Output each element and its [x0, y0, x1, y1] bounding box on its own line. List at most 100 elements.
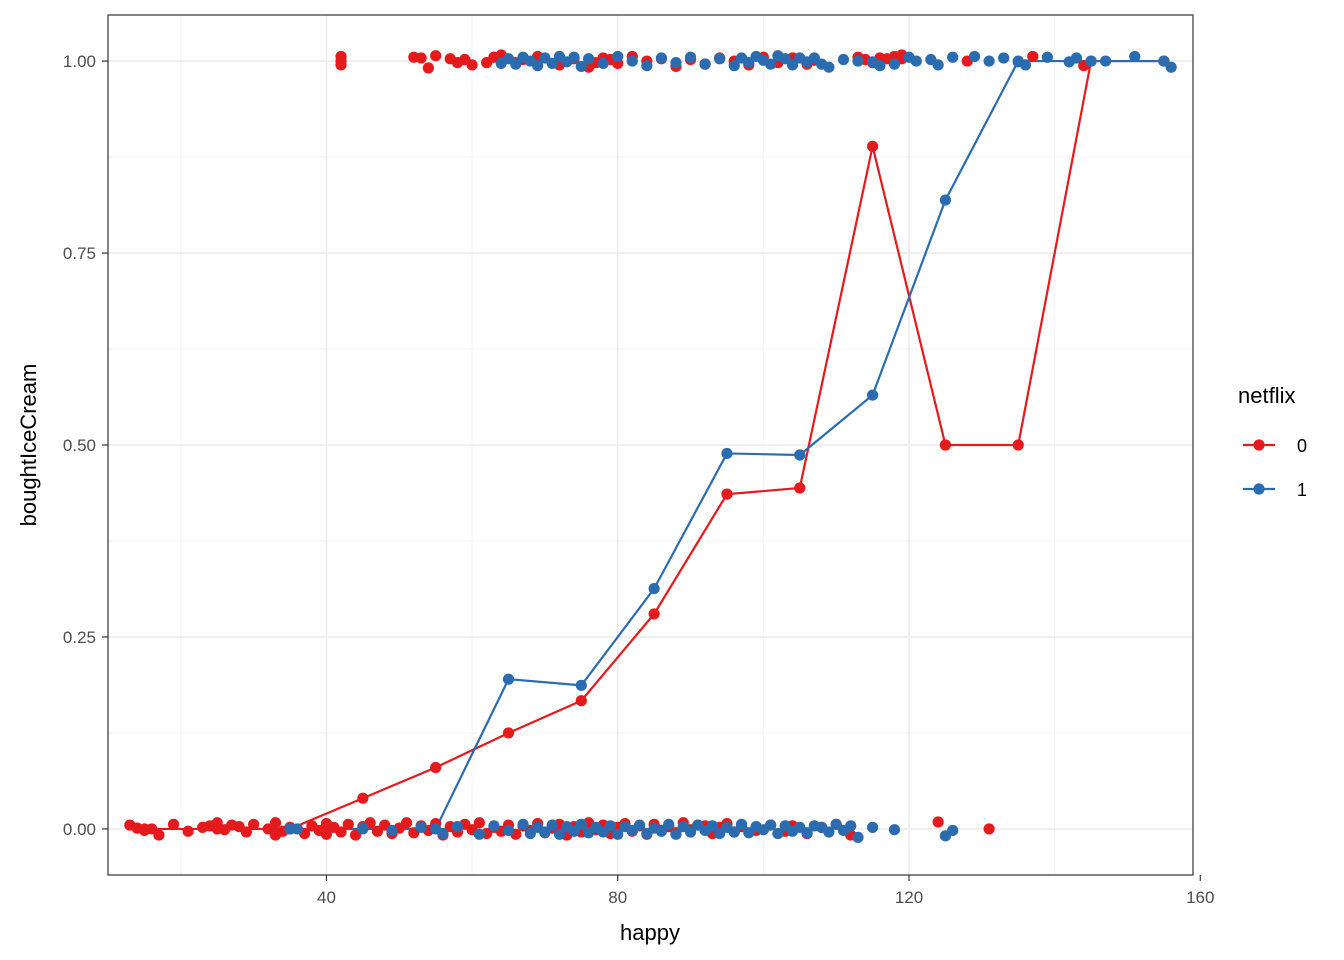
data-point-netflix-1 — [502, 824, 515, 837]
data-point-netflix-1 — [532, 60, 544, 72]
data-point-netflix-1 — [801, 827, 813, 839]
data-point-netflix-1 — [510, 58, 522, 70]
y-axis-title: boughtIceCream — [16, 364, 41, 527]
y-tick-label: 0.00 — [63, 820, 96, 839]
data-point-netflix-0 — [182, 825, 194, 837]
data-point-netflix-1 — [663, 818, 675, 830]
summary-point-netflix-1 — [794, 449, 806, 461]
data-point-netflix-1 — [553, 828, 566, 840]
data-point-netflix-1 — [546, 819, 558, 831]
data-point-netflix-0 — [932, 816, 944, 828]
data-point-netflix-1 — [568, 51, 580, 63]
data-point-netflix-1 — [765, 58, 777, 70]
data-point-netflix-1 — [473, 828, 485, 840]
summary-point-netflix-0 — [721, 488, 733, 500]
data-point-netflix-1 — [1070, 52, 1083, 64]
data-point-netflix-1 — [568, 825, 580, 837]
data-point-netflix-1 — [983, 55, 995, 67]
y-tick-label: 0.25 — [63, 628, 96, 647]
data-point-netflix-0 — [400, 817, 413, 829]
data-point-netflix-1 — [874, 60, 886, 72]
legend-key-point — [1253, 483, 1265, 495]
summary-point-netflix-1 — [1012, 55, 1024, 67]
data-point-netflix-1 — [539, 826, 551, 838]
data-point-netflix-1 — [575, 818, 587, 830]
y-axis: 0.00 0.25 0.50 0.75 1.00 — [63, 52, 108, 839]
x-axis: 40 80 120 160 — [317, 875, 1214, 907]
summary-point-netflix-1 — [430, 823, 442, 835]
summary-point-netflix-0 — [866, 140, 879, 152]
data-point-netflix-1 — [575, 60, 587, 73]
summary-point-netflix-0 — [357, 792, 369, 804]
data-point-netflix-1 — [1041, 51, 1053, 63]
data-point-netflix-1 — [546, 57, 558, 69]
data-point-netflix-0 — [415, 52, 427, 64]
grid-minor — [108, 15, 1193, 875]
data-point-netflix-1 — [852, 55, 864, 67]
summary-point-netflix-1 — [1085, 55, 1097, 67]
data-point-netflix-1 — [684, 826, 697, 838]
legend-label: 0 — [1297, 436, 1307, 456]
summary-point-netflix-0 — [430, 761, 442, 774]
y-tick-label: 1.00 — [63, 52, 96, 71]
summary-point-netflix-1 — [866, 389, 879, 401]
data-point-netflix-0 — [1027, 50, 1039, 63]
data-point-netflix-1 — [823, 61, 835, 73]
data-point-netflix-1 — [641, 60, 653, 72]
data-point-netflix-0 — [335, 826, 347, 838]
data-point-netflix-1 — [866, 821, 879, 833]
summary-point-netflix-1 — [284, 823, 296, 835]
data-point-netflix-1 — [633, 819, 646, 831]
data-point-netflix-0 — [240, 826, 252, 838]
series-points — [124, 49, 1177, 843]
data-point-netflix-1 — [910, 55, 922, 67]
data-point-netflix-1 — [845, 820, 857, 832]
data-point-netflix-1 — [517, 818, 529, 830]
data-point-netflix-1 — [655, 825, 668, 837]
data-point-netflix-1 — [998, 52, 1010, 64]
data-point-netflix-0 — [466, 59, 478, 71]
summary-point-netflix-0 — [939, 439, 952, 451]
data-point-netflix-1 — [852, 831, 864, 843]
summary-point-netflix-1 — [721, 447, 733, 460]
summary-point-netflix-1 — [939, 194, 952, 206]
summary-point-netflix-1 — [1158, 55, 1170, 67]
data-point-netflix-1 — [488, 820, 500, 832]
data-point-netflix-1 — [415, 821, 427, 833]
x-tick-label: 80 — [608, 888, 627, 907]
x-axis-title: happy — [620, 920, 680, 945]
data-point-netflix-1 — [1100, 55, 1112, 67]
data-point-netflix-1 — [932, 59, 944, 71]
legend-key-point — [1253, 439, 1265, 451]
legend-items: 01 — [1243, 436, 1307, 500]
legend-title: netflix — [1238, 383, 1295, 408]
data-point-netflix-0 — [335, 59, 347, 71]
data-point-netflix-0 — [430, 50, 442, 62]
data-point-netflix-1 — [888, 58, 901, 70]
x-tick-label: 120 — [895, 888, 923, 907]
data-point-netflix-1 — [947, 51, 959, 63]
data-point-netflix-1 — [597, 57, 609, 69]
data-point-netflix-1 — [728, 60, 740, 72]
grid-major — [108, 15, 1193, 875]
data-point-netflix-1 — [386, 824, 398, 837]
data-point-netflix-0 — [983, 823, 995, 835]
x-tick-label: 160 — [1186, 888, 1214, 907]
summary-point-netflix-0 — [575, 695, 587, 707]
summary-point-netflix-0 — [1012, 439, 1024, 451]
data-point-netflix-1 — [837, 53, 850, 66]
y-tick-label: 0.75 — [63, 244, 96, 263]
data-point-netflix-0 — [320, 828, 333, 840]
legend: netflix 01 — [1238, 383, 1307, 500]
data-point-netflix-0 — [342, 818, 354, 830]
data-point-netflix-0 — [167, 818, 180, 830]
legend-label: 1 — [1297, 480, 1307, 500]
x-tick-label: 40 — [317, 888, 336, 907]
data-point-netflix-1 — [947, 824, 959, 837]
data-point-netflix-1 — [823, 826, 835, 838]
data-point-netflix-1 — [655, 52, 668, 64]
data-point-netflix-1 — [728, 826, 740, 838]
data-point-netflix-1 — [612, 50, 624, 63]
data-point-netflix-0 — [153, 829, 165, 841]
